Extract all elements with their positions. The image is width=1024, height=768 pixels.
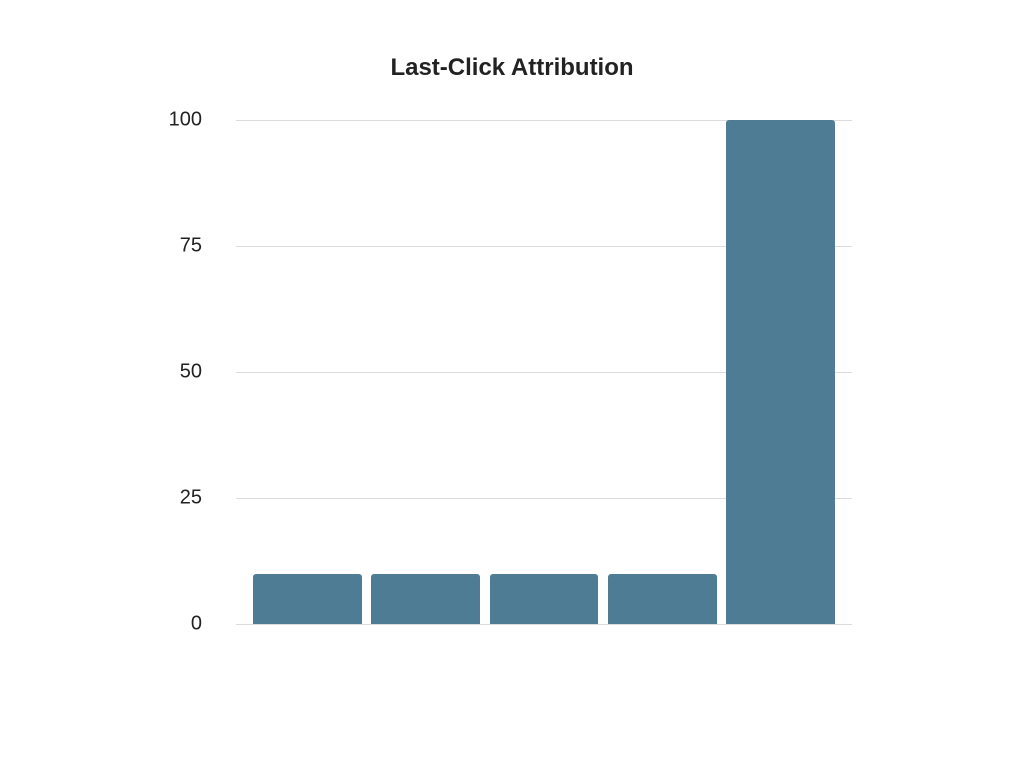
ytick-label: 75 (180, 235, 202, 258)
ytick-label: 25 (180, 487, 202, 510)
bar (253, 574, 362, 624)
bar (726, 120, 835, 624)
bar (371, 574, 480, 624)
bar (490, 574, 599, 624)
ytick-label: 100 (169, 109, 202, 132)
chart-container: Last-Click Attribution 0255075100 (0, 0, 1024, 768)
bar (608, 574, 717, 624)
ytick-label: 50 (180, 361, 202, 384)
plot-area: 0255075100 (236, 120, 852, 624)
gridline (236, 624, 852, 625)
ytick-label: 0 (191, 613, 202, 636)
chart-title: Last-Click Attribution (0, 54, 1024, 82)
